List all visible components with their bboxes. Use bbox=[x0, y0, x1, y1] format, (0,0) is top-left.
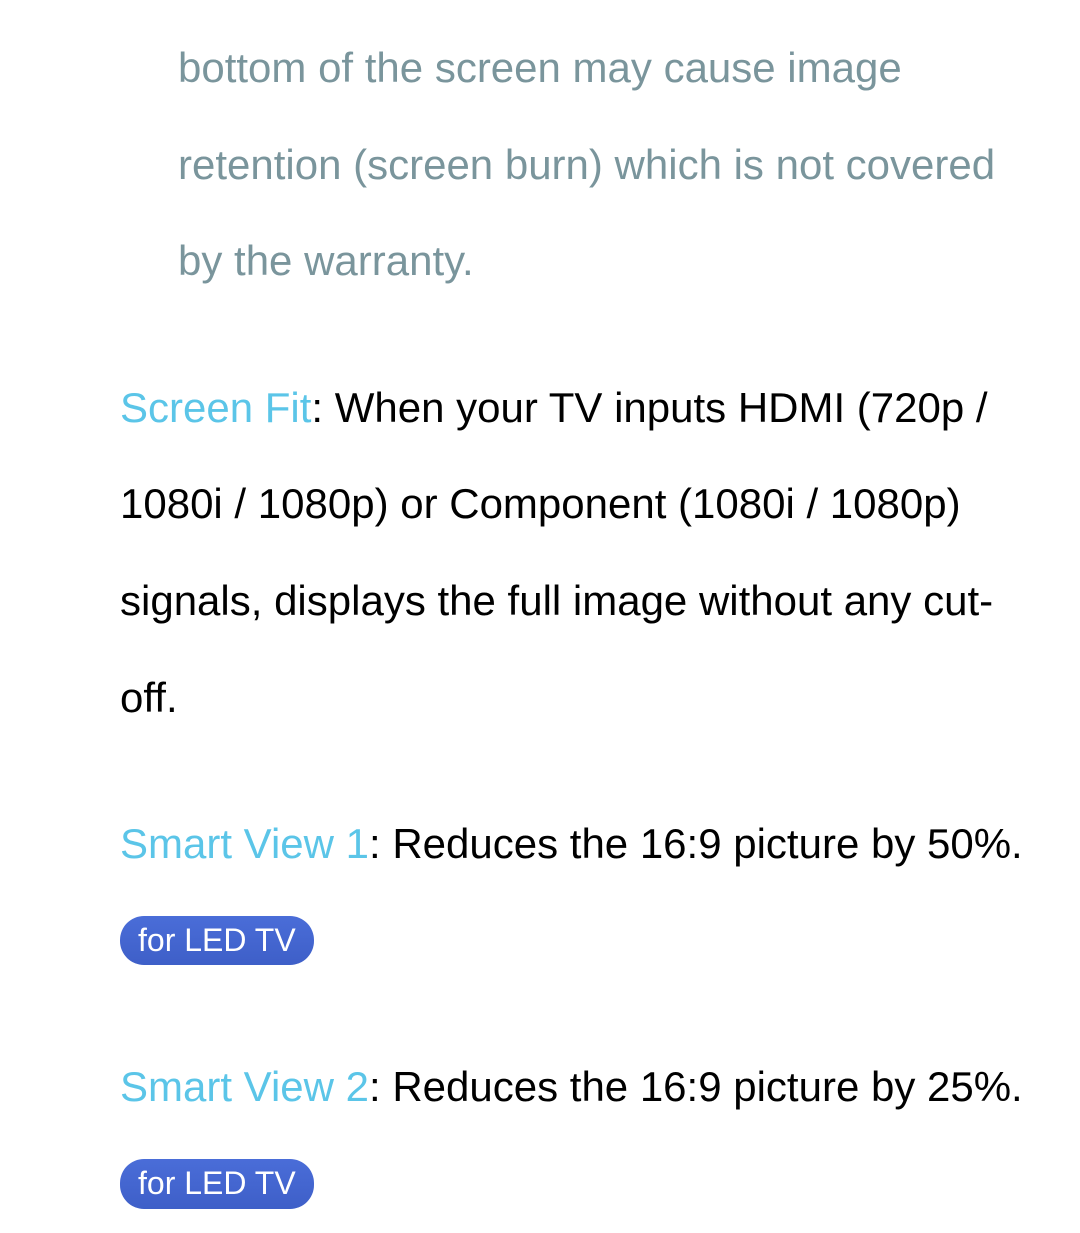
warning-note: bottom of the screen may cause image ret… bbox=[120, 20, 1050, 310]
led-tv-badge: for LED TV bbox=[120, 916, 314, 966]
led-tv-badge: for LED TV bbox=[120, 1159, 314, 1209]
feature-item: Screen Fit: When your TV inputs HDMI (72… bbox=[120, 360, 1050, 746]
document-content: bottom of the screen may cause image ret… bbox=[30, 20, 1050, 1233]
feature-description: : When your TV inputs HDMI (720p / 1080i… bbox=[120, 384, 993, 721]
feature-description: : Reduces the 16:9 picture by 25%. bbox=[369, 1063, 1023, 1110]
feature-title: Smart View 1 bbox=[120, 820, 369, 867]
feature-title: Screen Fit bbox=[120, 384, 311, 431]
feature-item: Smart View 1: Reduces the 16:9 picture b… bbox=[120, 796, 1050, 989]
feature-item: Smart View 2: Reduces the 16:9 picture b… bbox=[120, 1039, 1050, 1232]
feature-title: Smart View 2 bbox=[120, 1063, 369, 1110]
feature-description: : Reduces the 16:9 picture by 50%. bbox=[369, 820, 1023, 867]
